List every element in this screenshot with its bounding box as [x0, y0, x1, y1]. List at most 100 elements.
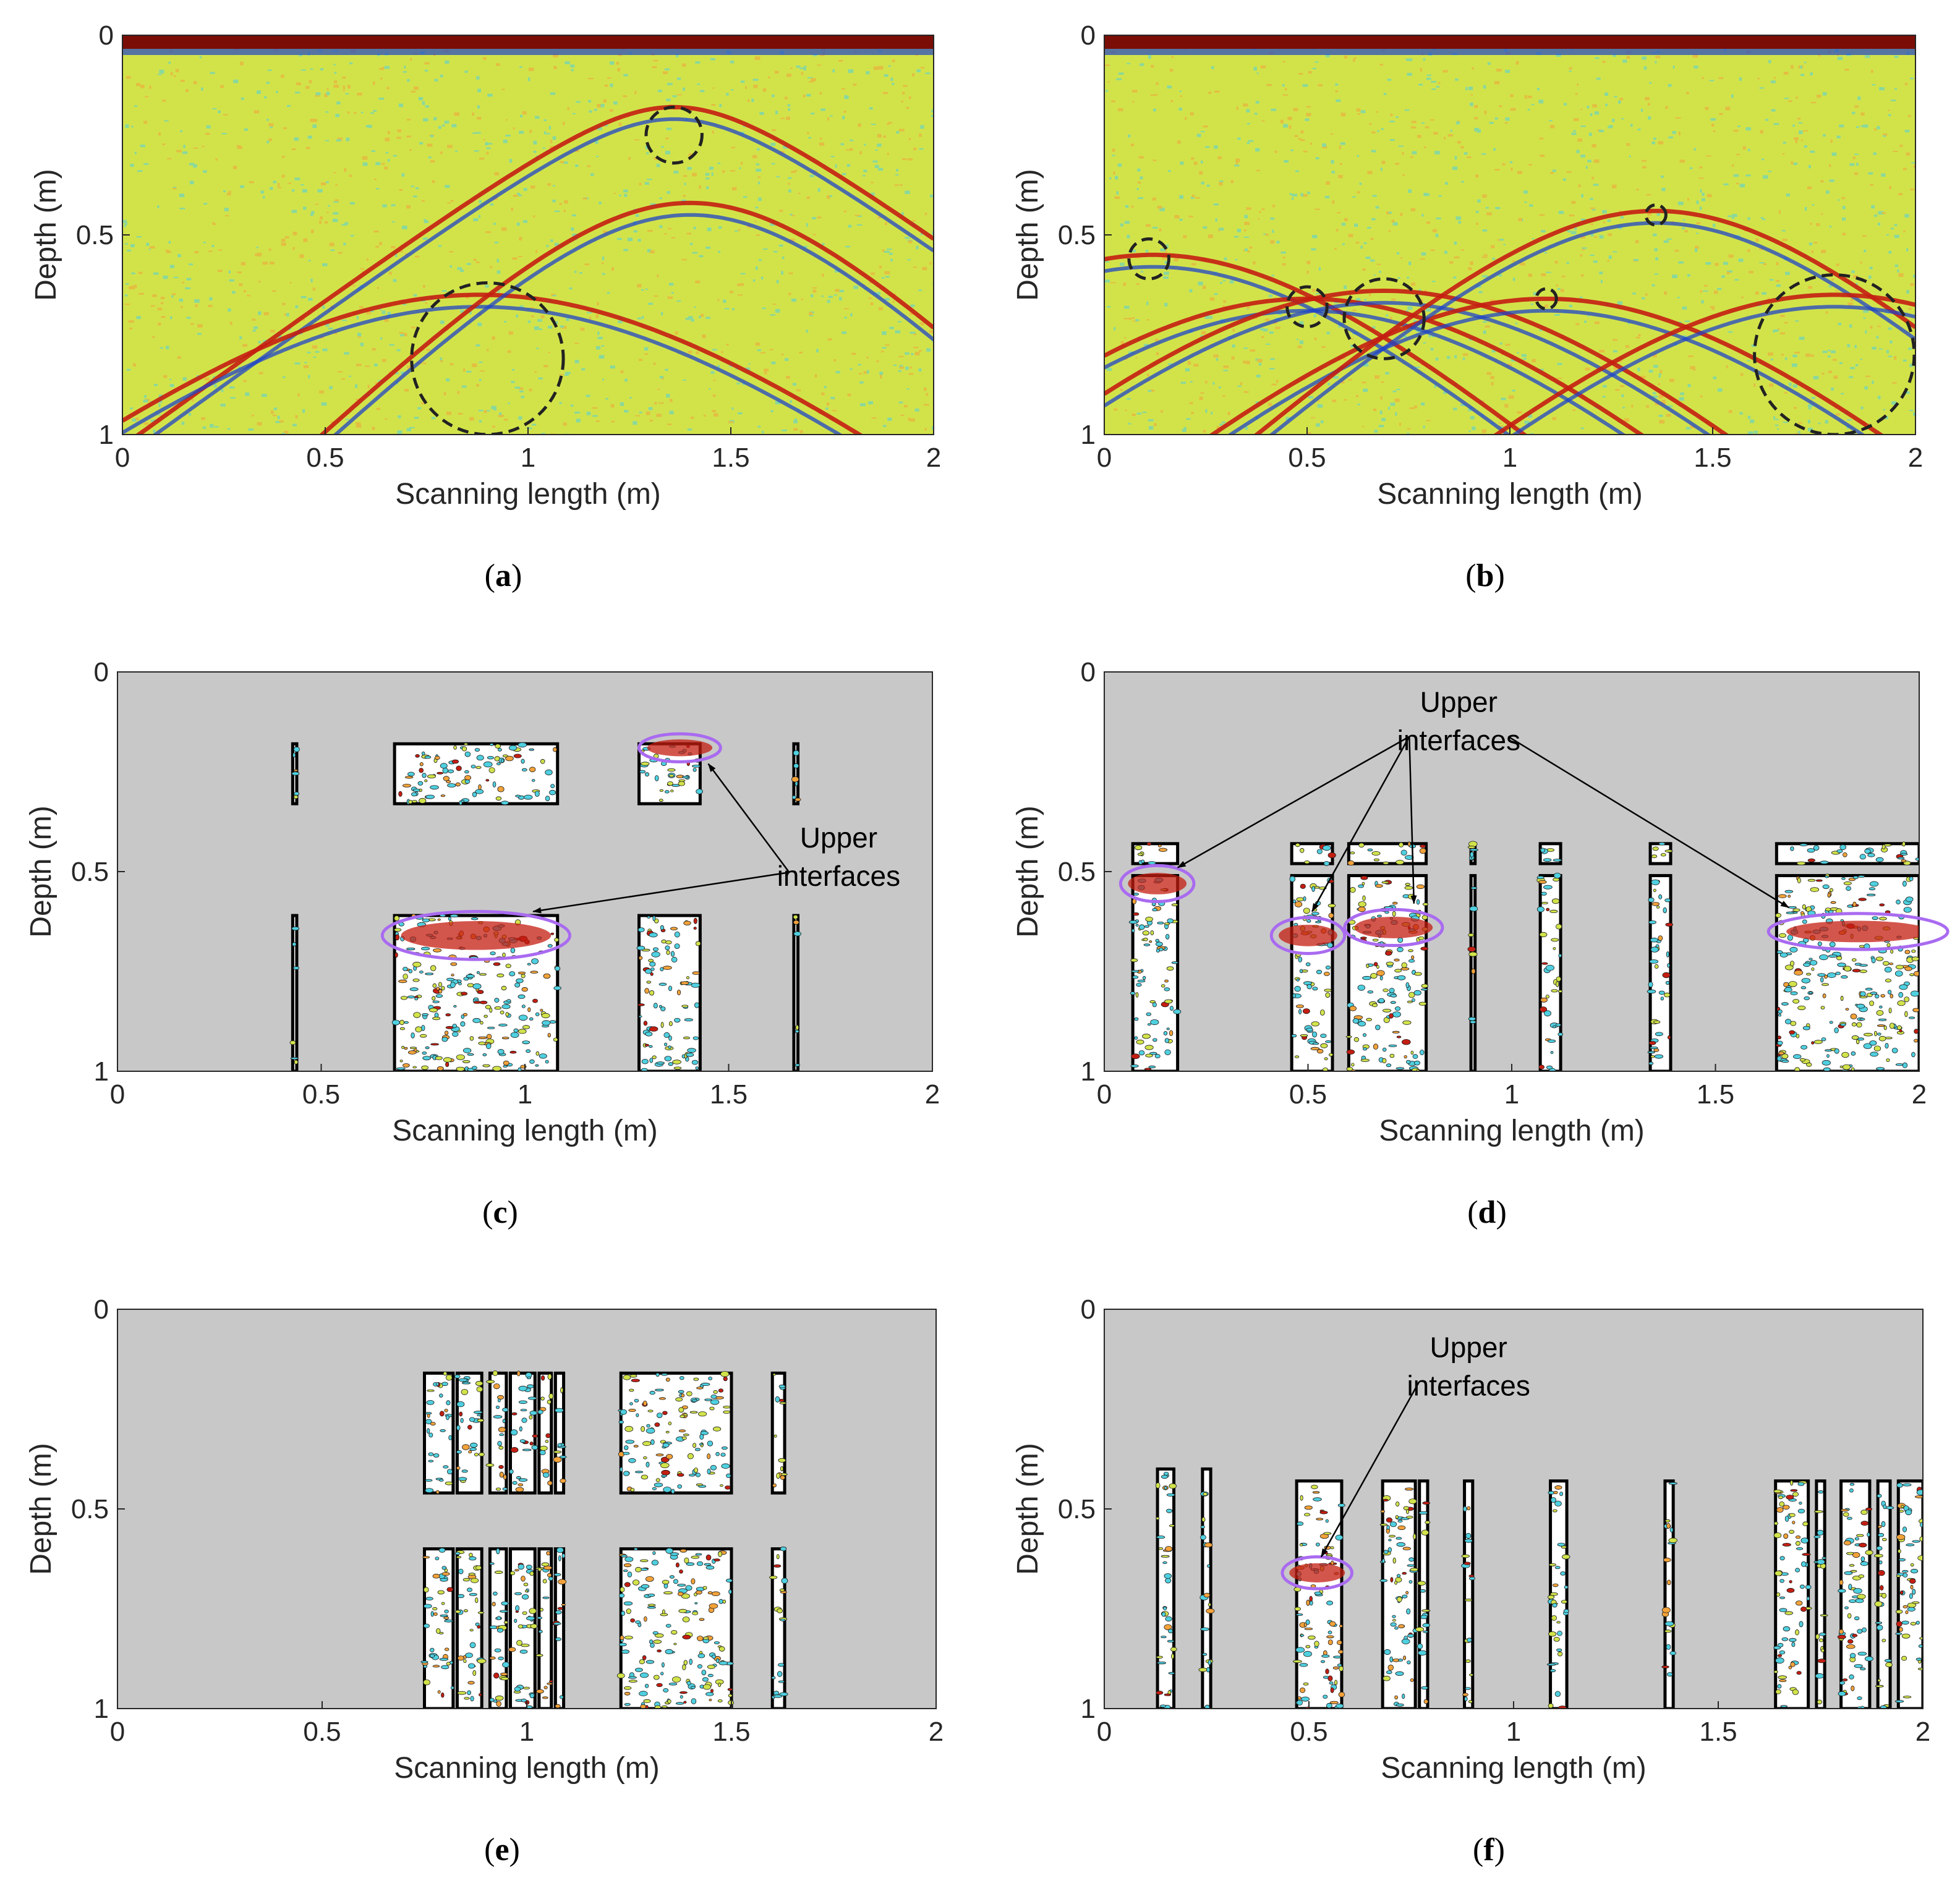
x-tick-label: 0.5	[303, 1717, 341, 1747]
x-tick-label: 0	[1097, 443, 1112, 473]
x-tick-label: 0.5	[1290, 1717, 1327, 1747]
panel-caption: (d)	[1467, 1195, 1507, 1230]
x-tick-label: 0.5	[1289, 1079, 1327, 1110]
upper-interfaces-annotation: Upper interfaces	[1397, 686, 1520, 757]
reflection-hyperbola-secondary	[1104, 308, 1627, 435]
reflection-hyperbola	[318, 200, 934, 435]
upper-interface-ellipse	[1269, 915, 1347, 955]
detection-window	[1873, 1479, 1894, 1709]
field-background	[1104, 35, 1915, 435]
interface-reflection	[401, 921, 552, 950]
reflection-hyperbola-secondary	[1511, 305, 1915, 435]
detection-window	[423, 1371, 455, 1495]
y-tick-label: 0.5	[76, 220, 114, 250]
plot-area-e	[117, 1309, 936, 1709]
interface-reflection	[1786, 920, 1919, 943]
y-axis-label: Depth (m)	[25, 805, 58, 937]
x-tick-label: 0.5	[1288, 443, 1326, 473]
x-tick-label: 1	[1504, 1079, 1519, 1110]
detection-window	[1347, 841, 1428, 866]
x-tick-label: 0	[115, 443, 130, 473]
detection-window	[1894, 1479, 1923, 1709]
detection-window	[454, 1547, 487, 1709]
detection-window	[454, 1371, 485, 1495]
detection-window	[289, 914, 300, 1071]
detection-window	[1775, 841, 1919, 865]
annotation-arrow	[1177, 736, 1410, 869]
y-tick-label: 0.5	[71, 1494, 109, 1524]
detection-window	[1661, 1479, 1677, 1709]
x-tick-label: 2	[1912, 1079, 1927, 1110]
direct-wave-band	[122, 35, 934, 49]
detection-window	[552, 1547, 567, 1709]
x-axis-label: Scanning length (m)	[1379, 1115, 1645, 1147]
plot-area-b	[1104, 35, 1915, 435]
detection-window	[1292, 1479, 1345, 1709]
x-tick-label: 1	[1506, 1717, 1521, 1747]
interface-reflection	[647, 739, 713, 757]
x-tick-label: 0	[110, 1717, 125, 1747]
detection-window	[616, 1547, 734, 1709]
detection-window	[488, 1547, 510, 1709]
annotation-arrow	[532, 872, 790, 914]
detection-window	[485, 1370, 509, 1495]
detection-window	[1128, 873, 1182, 1071]
panel-caption: (c)	[482, 1195, 518, 1230]
panel-caption: (b)	[1465, 558, 1505, 593]
y-tick-label: 0	[94, 1294, 109, 1325]
x-tick-label: 0.5	[306, 443, 344, 473]
hyperbola-apex-circle	[1127, 237, 1170, 281]
panel-e: 0 0.5 1 1.5 2 0 0.5 1 Scanning length (m) Depth (…	[25, 1294, 944, 1867]
hyperbola-apex-circle	[1535, 287, 1558, 311]
plot-area-f	[1104, 1309, 1923, 1709]
y-tick-label: 0.5	[1058, 1494, 1096, 1524]
upper-interface-ellipse	[1280, 1555, 1354, 1591]
reflection-hyperbola	[1208, 296, 1885, 435]
detection-window	[791, 742, 801, 805]
x-tick-label: 0	[1097, 1079, 1112, 1110]
detection-window	[792, 914, 801, 1071]
x-tick-label: 0	[1097, 1717, 1112, 1747]
y-axis-label: Depth (m)	[25, 1443, 58, 1574]
upper-interface-ellipse	[380, 910, 572, 961]
y-tick-label: 0	[1081, 1294, 1096, 1325]
reflection-hyperbola-secondary	[1269, 221, 1915, 435]
x-tick-label: 0	[110, 1079, 125, 1110]
detection-window	[1536, 872, 1564, 1071]
reflection-hyperbola-secondary	[122, 305, 843, 435]
detection-window	[1813, 1479, 1828, 1709]
direct-wave-band	[1104, 35, 1915, 49]
interface-reflection	[1279, 924, 1337, 946]
hyperbola-apex-circle	[410, 281, 565, 435]
x-tick-label: 0.5	[302, 1079, 340, 1110]
y-tick-label: 0.5	[71, 857, 109, 887]
panel-caption: (f)	[1473, 1832, 1505, 1867]
detection-window	[769, 1546, 788, 1709]
interface-reflection	[1354, 917, 1433, 938]
detection-window	[291, 742, 300, 805]
x-axis-label: Scanning length (m)	[392, 1115, 658, 1147]
y-tick-label: 1	[94, 1694, 109, 1724]
y-tick-label: 1	[1081, 1056, 1096, 1087]
detection-window	[1198, 1467, 1215, 1709]
panel-f: 0 0.5 1 1.5 2 0 0.5 1 Scanning length (m) Depth (…	[1012, 1294, 1930, 1867]
detection-window	[636, 914, 702, 1071]
y-tick-label: 1	[99, 420, 114, 450]
y-tick-label: 0	[1081, 20, 1096, 51]
panel-b: 0 0.5 1 1.5 2 0 0.5 1 Scanning length (m) Depth (…	[1012, 20, 1923, 593]
x-tick-label: 1	[519, 1717, 534, 1747]
detection-window	[1290, 842, 1336, 866]
x-axis-label: Scanning length (m)	[1381, 1752, 1647, 1785]
detection-window	[1647, 873, 1674, 1071]
x-tick-label: 1.5	[710, 1079, 748, 1110]
detection-window	[1155, 1467, 1177, 1709]
panel-caption: (e)	[484, 1832, 520, 1867]
reflection-hyperbola	[122, 292, 864, 435]
detection-window	[1837, 1479, 1873, 1709]
plot-area-a	[122, 35, 934, 435]
reflection-hyperbola-secondary	[1104, 265, 1511, 435]
y-axis-label: Depth (m)	[1012, 169, 1044, 300]
y-tick-label: 0	[1081, 657, 1096, 687]
interface-reflection	[1128, 872, 1187, 894]
